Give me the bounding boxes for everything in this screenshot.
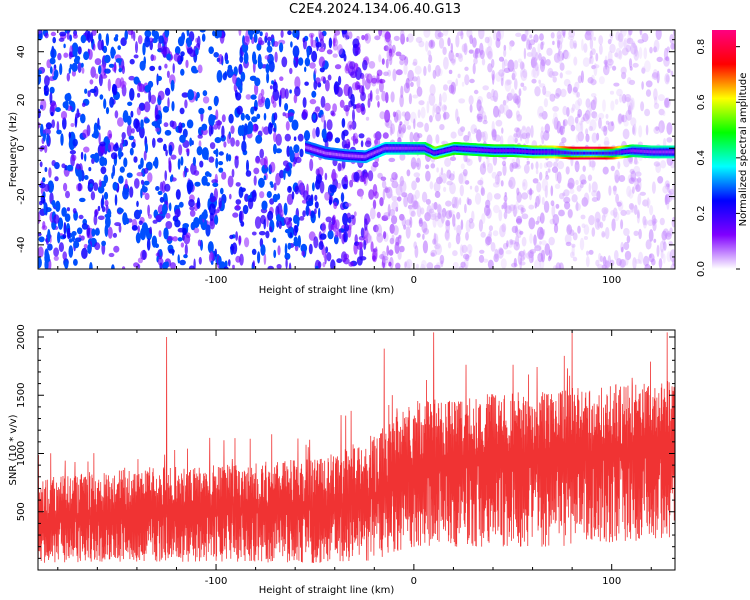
spectrogram-y-label: Frequency (Hz) xyxy=(8,112,19,188)
snr-x-label: Height of straight line (km) xyxy=(259,585,395,596)
spectrogram-y-tick-label: -20 xyxy=(16,188,27,204)
figure-title: C2E4.2024.134.06.40.G13 xyxy=(288,2,462,17)
snr-y-tick-label: 1500 xyxy=(16,383,27,408)
snr-series-line xyxy=(38,330,675,563)
snr-frame xyxy=(37,329,676,571)
colorbar-tick-label: 0.4 xyxy=(696,150,707,166)
snr-x-tick-label: 100 xyxy=(602,576,621,587)
colorbar-tick-label: 0.8 xyxy=(696,39,707,55)
spectrogram-noise xyxy=(38,30,675,269)
colorbar-tick-label: 0.2 xyxy=(696,205,707,221)
colorbar-tick-label: 0.6 xyxy=(696,94,707,110)
spectrogram-x-tick-label: 0 xyxy=(411,275,417,286)
snr-x-tick-label: 0 xyxy=(411,576,417,587)
colorbar-tick-label: 0.0 xyxy=(696,261,707,277)
snr-y-tick-label: 500 xyxy=(16,502,27,521)
colorbar xyxy=(712,30,736,269)
spectrogram-x-tick-label: 100 xyxy=(602,275,621,286)
spectrogram-x-tick-label: -100 xyxy=(205,275,228,286)
spectrogram-ridge xyxy=(305,140,675,164)
spectrogram-y-tick-label: 40 xyxy=(16,45,27,58)
snr-y-tick-label: 2000 xyxy=(16,324,27,349)
spectrogram-y-tick-label: -40 xyxy=(16,237,27,253)
spectrogram-y-tick-label: 20 xyxy=(16,94,27,107)
spectrogram-plot-area xyxy=(38,30,675,269)
snr-y-tick-label: 1000 xyxy=(16,441,27,466)
spectrogram-x-label: Height of straight line (km) xyxy=(259,285,395,296)
spectrogram-y-tick-label: 0 xyxy=(16,145,27,151)
spectrogram-frame xyxy=(37,29,676,270)
snr-x-tick-label: -100 xyxy=(205,576,228,587)
colorbar-label: Normalized spectral amplitude xyxy=(738,73,749,227)
snr-y-label: SNR (10 * v/v) xyxy=(8,414,19,485)
